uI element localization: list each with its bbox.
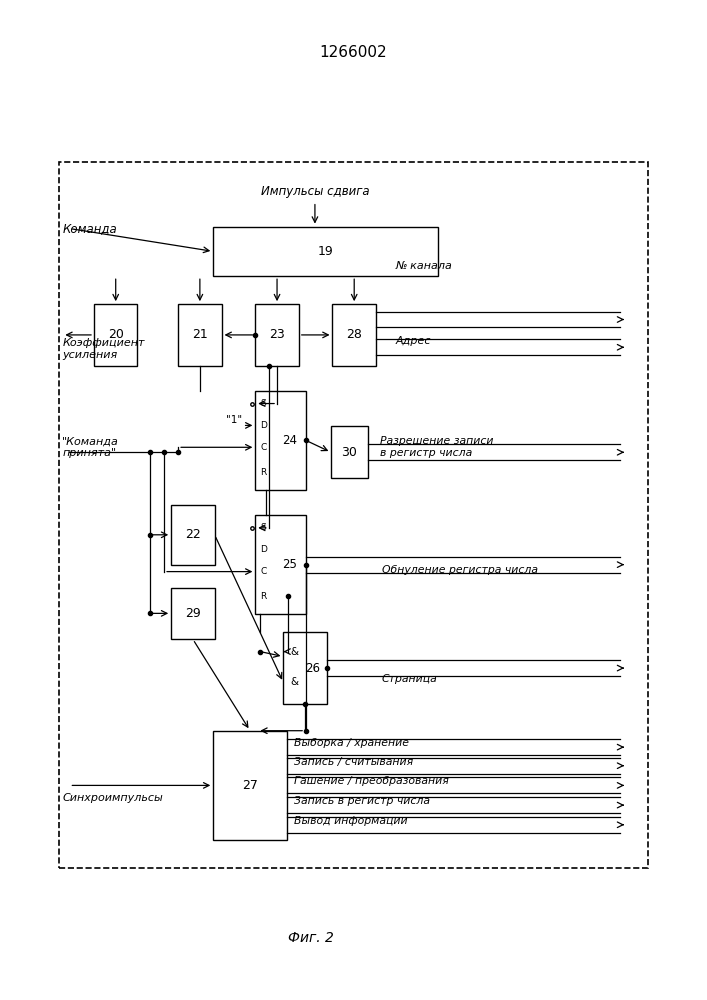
FancyBboxPatch shape: [284, 632, 327, 704]
Text: Разрешение записи
в регистр числа: Разрешение записи в регистр числа: [380, 436, 493, 458]
FancyBboxPatch shape: [331, 426, 368, 478]
FancyBboxPatch shape: [94, 304, 137, 366]
Text: Обнуление регистра числа: Обнуление регистра числа: [382, 565, 537, 575]
Text: Гашение / преобразования: Гашение / преобразования: [294, 776, 449, 786]
Text: 27: 27: [242, 779, 258, 792]
FancyBboxPatch shape: [214, 227, 438, 276]
Text: &: &: [291, 647, 298, 657]
Text: Фиг. 2: Фиг. 2: [288, 931, 334, 945]
Text: D: D: [260, 545, 267, 554]
FancyBboxPatch shape: [214, 731, 287, 840]
FancyBboxPatch shape: [171, 588, 215, 639]
Text: Синхроимпульсы: Синхроимпульсы: [62, 793, 163, 803]
Text: &: &: [291, 677, 298, 687]
Text: 25: 25: [282, 558, 297, 571]
Text: Выборка / хранение: Выборка / хранение: [294, 738, 409, 748]
Text: R: R: [260, 468, 267, 477]
Text: № канала: № канала: [396, 261, 452, 271]
FancyBboxPatch shape: [171, 505, 215, 565]
Text: 29: 29: [185, 607, 201, 620]
Text: Страница: Страница: [382, 674, 438, 684]
Text: 21: 21: [192, 328, 208, 341]
Text: 19: 19: [317, 245, 333, 258]
Text: Вывод информации: Вывод информации: [294, 816, 407, 826]
Text: 22: 22: [185, 528, 201, 541]
FancyBboxPatch shape: [255, 515, 306, 614]
Text: C: C: [260, 567, 267, 576]
Text: 20: 20: [107, 328, 124, 341]
Text: 1266002: 1266002: [320, 45, 387, 60]
Text: C: C: [260, 443, 267, 452]
FancyBboxPatch shape: [332, 304, 376, 366]
Text: Коэффициент
усиления: Коэффициент усиления: [62, 338, 145, 360]
Text: Запись в регистр числа: Запись в регистр числа: [294, 796, 430, 806]
Text: Импульсы сдвига: Импульсы сдвига: [261, 185, 369, 198]
Text: S: S: [260, 399, 266, 408]
Text: D: D: [260, 421, 267, 430]
FancyBboxPatch shape: [255, 391, 306, 490]
Text: 23: 23: [269, 328, 285, 341]
Text: 26: 26: [305, 662, 320, 675]
Text: Команда: Команда: [62, 222, 117, 235]
Text: Адрес: Адрес: [396, 336, 431, 346]
Text: S: S: [260, 523, 266, 532]
FancyBboxPatch shape: [178, 304, 221, 366]
Text: "1": "1": [226, 415, 243, 425]
Text: "Команда
принята": "Команда принята": [62, 436, 119, 458]
Text: 30: 30: [341, 446, 357, 459]
Text: 28: 28: [346, 328, 362, 341]
Text: R: R: [260, 592, 267, 601]
FancyBboxPatch shape: [255, 304, 299, 366]
Text: 24: 24: [281, 434, 297, 447]
Text: Запись / считывания: Запись / считывания: [294, 757, 413, 767]
